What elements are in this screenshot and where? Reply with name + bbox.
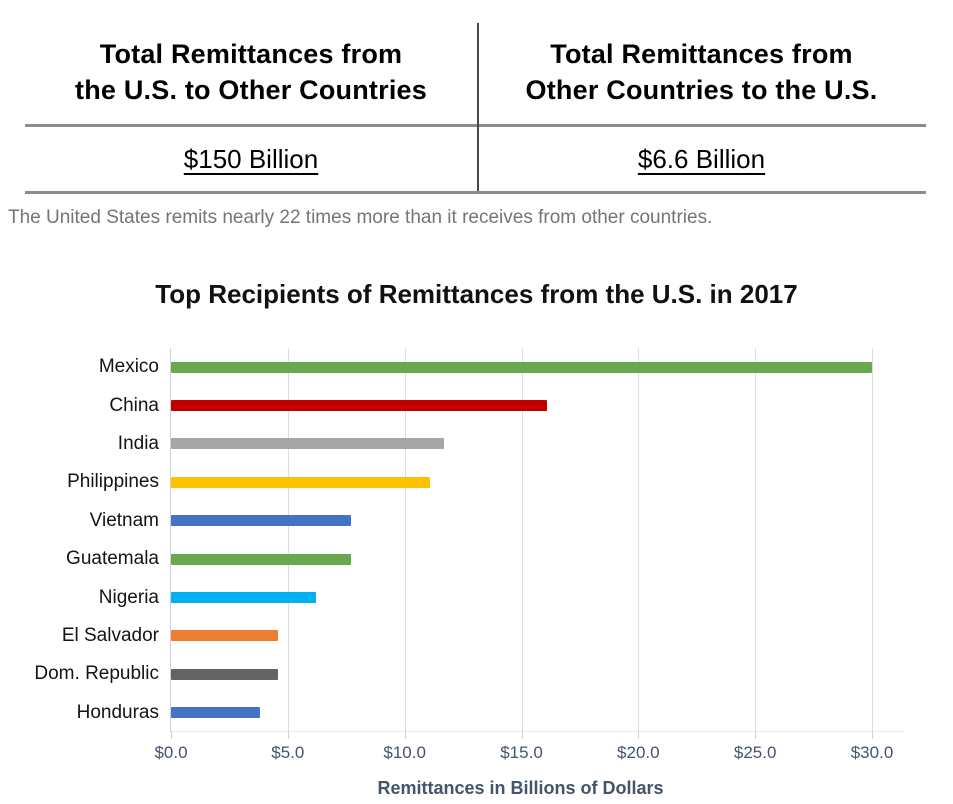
category-label: Nigeria xyxy=(98,586,159,608)
category-label: Guatemala xyxy=(66,548,159,570)
gridline xyxy=(404,348,406,731)
bar-chart: Top Recipients of Remittances from the U… xyxy=(0,279,953,799)
table-header-us-to-others: Total Remittances from the U.S. to Other… xyxy=(25,20,477,124)
x-tick-mark xyxy=(287,731,289,739)
bar-row: Vietnam xyxy=(90,502,905,540)
x-tick-label: $5.0 xyxy=(271,743,305,762)
table-header-row: Total Remittances from the U.S. to Other… xyxy=(25,20,926,127)
header-line: Other Countries to the U.S. xyxy=(525,75,878,105)
value-us-to-others: $150 Billion xyxy=(183,143,319,174)
bar-row: Dom. Republic xyxy=(34,655,905,693)
category-label: Vietnam xyxy=(89,509,159,531)
bar xyxy=(171,630,279,642)
x-tick-label: $10.0 xyxy=(383,743,426,762)
bar xyxy=(171,553,351,565)
x-tick-mark xyxy=(872,731,873,739)
bar-row: Guatemala xyxy=(66,540,905,578)
gridline xyxy=(521,348,523,731)
bar-row: El Salvador xyxy=(62,617,905,655)
gridline xyxy=(755,348,757,731)
bar-row: Nigeria xyxy=(99,578,905,616)
x-tick-label: $25.0 xyxy=(733,743,777,762)
category-label: El Salvador xyxy=(61,624,159,646)
category-label: India xyxy=(117,432,159,454)
bar xyxy=(171,361,872,373)
header-line: the U.S. to Other Countries xyxy=(75,75,427,105)
gridline xyxy=(287,348,289,731)
x-tick-label: $15.0 xyxy=(500,743,543,762)
table-column-divider xyxy=(477,23,479,191)
value-others-to-us: $6.6 Billion xyxy=(637,143,766,174)
category-label: Honduras xyxy=(76,701,159,723)
bar xyxy=(171,707,260,719)
bar-row: Philippines xyxy=(67,463,905,501)
x-tick-mark xyxy=(638,731,640,739)
header-line: Total Remittances from xyxy=(99,39,403,69)
x-tick-label: $30.0 xyxy=(850,743,894,762)
plot-area: $0.0 $5.0 $10.0 $15.0 $20.0 $25.0 $30.0 Mexico C… xyxy=(34,348,905,762)
bar-row: Mexico xyxy=(99,348,905,386)
bar-row: Honduras xyxy=(77,694,905,732)
table-header-others-to-us: Total Remittances from Other Countries t… xyxy=(477,20,926,124)
bar xyxy=(171,668,279,680)
category-label: China xyxy=(109,394,159,416)
x-tick-label: $20.0 xyxy=(617,743,660,762)
x-tick-mark xyxy=(755,731,757,739)
category-label: Dom. Republic xyxy=(34,663,159,685)
x-tick-mark xyxy=(171,731,172,739)
bar xyxy=(171,400,548,412)
chart-title: Top Recipients of Remittances from the U… xyxy=(155,279,798,309)
x-tick-mark xyxy=(521,731,523,739)
category-label: Philippines xyxy=(67,471,159,493)
gridline xyxy=(638,348,640,731)
bar-row: China xyxy=(109,386,905,424)
x-axis-title: Remittances in Billions of Dollars xyxy=(377,778,664,798)
bar-row: India xyxy=(118,425,905,463)
x-tick-mark xyxy=(404,731,406,739)
comparison-table: Total Remittances from the U.S. to Other… xyxy=(25,20,926,194)
bar xyxy=(171,592,316,604)
header-line: Total Remittances from xyxy=(550,39,853,69)
gridline xyxy=(872,348,873,731)
table-value-row: $150 Billion $6.6 Billion xyxy=(25,127,926,191)
category-label: Mexico xyxy=(98,356,159,378)
bar xyxy=(171,438,445,450)
bar xyxy=(171,515,351,527)
caption-text: The United States remits nearly 22 times… xyxy=(8,207,713,228)
bar xyxy=(171,476,431,488)
x-tick-label: $0.0 xyxy=(154,743,188,762)
